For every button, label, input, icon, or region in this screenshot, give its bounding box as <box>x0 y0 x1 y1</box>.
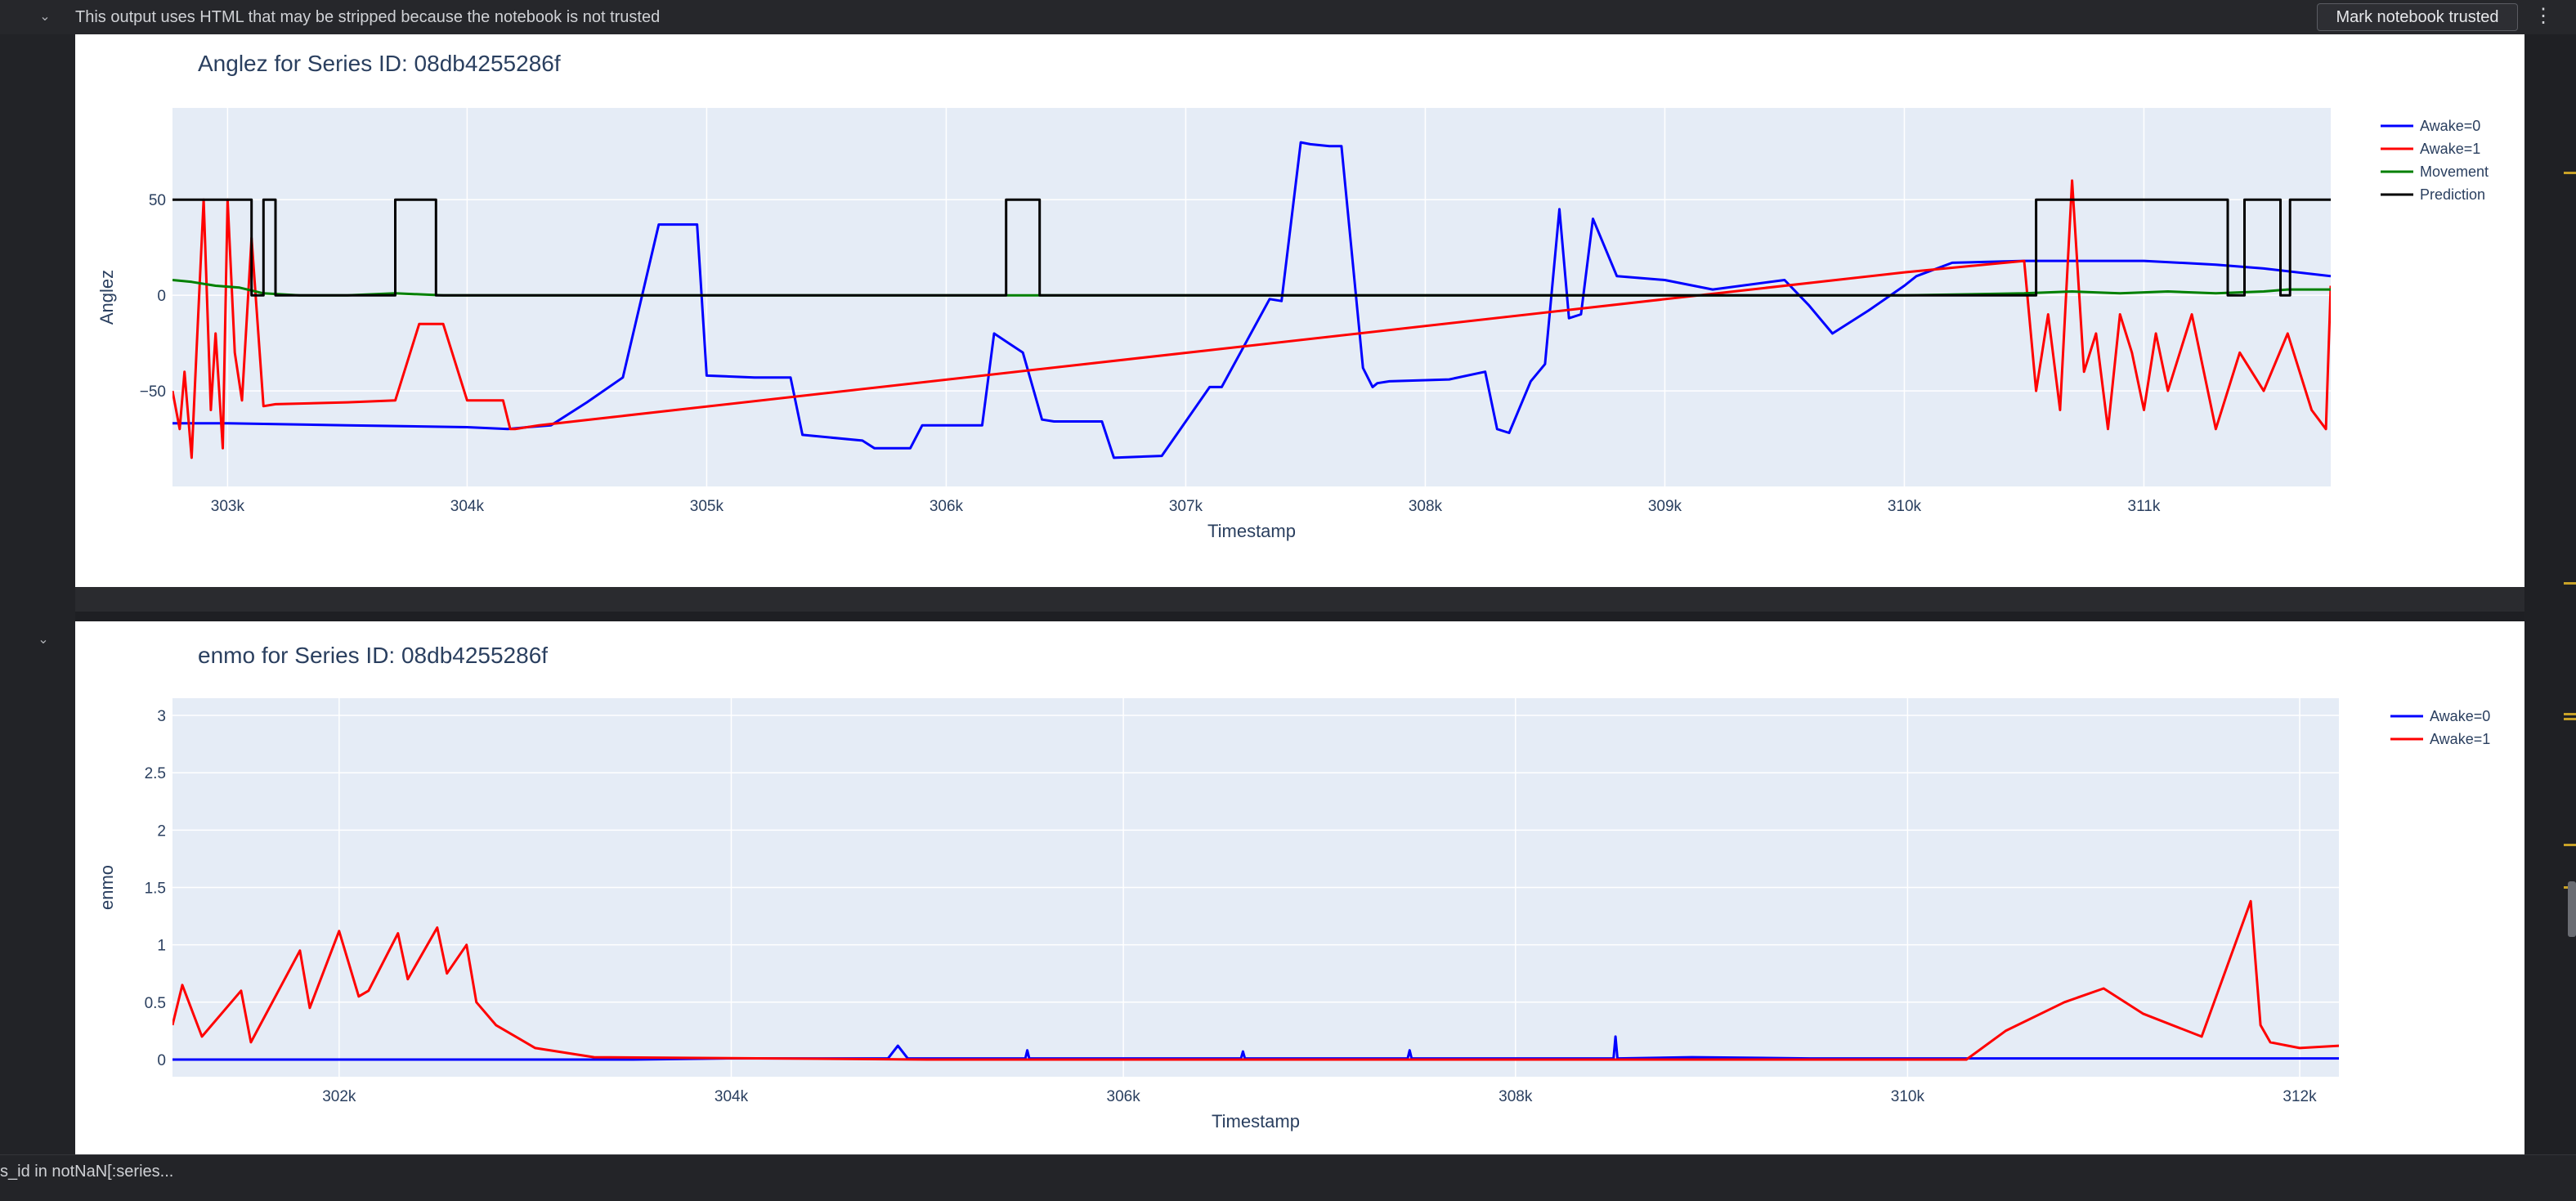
chart0-x-tick-label: 310k <box>1888 498 1922 515</box>
chart0-legend-item-awake-1[interactable]: Awake=1 <box>2381 141 2480 157</box>
chart1-legend-label: Awake=0 <box>2430 708 2490 724</box>
chart1-series-awake-1-line[interactable] <box>172 899 2339 1061</box>
chart1-y-axis-title: enmo <box>96 865 117 910</box>
chart1-x-tick-label: 312k <box>2283 1088 2317 1105</box>
chart0-series-awake-1-line[interactable] <box>172 179 2331 459</box>
chart1-x-tick-label: 302k <box>322 1088 356 1105</box>
chart0-y-tick-label: 50 <box>149 192 166 209</box>
chart0-y-tick-label: 0 <box>157 288 166 305</box>
ruler-marker <box>2564 718 2576 720</box>
enmo-chart[interactable]: 302k 304k 306k 308k 310k 312k 0 0.5 1 1.5 2 2.5 3 enm… <box>75 621 2524 1154</box>
left-gutter <box>0 0 75 1200</box>
chart0-legend-label: Prediction <box>2420 186 2485 203</box>
chart1-x-axis-title: Timestamp <box>1212 1111 1300 1132</box>
chart0-plot-area[interactable] <box>172 108 2331 486</box>
chart0-x-axis-title: Timestamp <box>1207 521 1296 541</box>
chart1-legend-label: Awake=1 <box>2430 731 2490 747</box>
chart1-series-group <box>172 899 2339 1061</box>
collapse-chevron-icon[interactable]: ⌄ <box>39 10 51 24</box>
chart0-legend-label: Awake=0 <box>2420 118 2480 134</box>
anglez-plot-panel: 303k 304k 305k 306k 307k 308k 309k 310k 311k −50 0… <box>75 34 2524 587</box>
ruler-marker <box>2564 844 2576 846</box>
trust-notice-message: This output uses HTML that may be stripp… <box>75 8 661 26</box>
ruler-marker <box>2564 582 2576 585</box>
chart0-y-axis-title: Anglez <box>96 270 117 325</box>
chart0-title: Anglez for Series ID: 08db4255286f <box>198 51 561 76</box>
status-bar: s_id in notNaN[:series... <box>0 1154 2576 1201</box>
trust-notice-bar: ⌄ This output uses HTML that may be stri… <box>0 0 2576 34</box>
chart1-x-tick-label: 310k <box>1891 1088 1925 1105</box>
ruler-marker <box>2564 172 2576 174</box>
chart0-x-tick-label: 305k <box>690 498 724 515</box>
status-text: s_id in notNaN[:series... <box>0 1163 174 1181</box>
chart0-x-tick-label: 308k <box>1409 498 1443 515</box>
scrollbar-thumb[interactable] <box>2568 881 2576 937</box>
more-actions-icon[interactable]: ⋮ <box>2533 5 2553 27</box>
overview-ruler <box>2524 34 2576 1154</box>
chart0-series-prediction-line[interactable] <box>172 198 2331 297</box>
chart0-legend-item-awake-0[interactable]: Awake=0 <box>2381 118 2480 134</box>
chart0-x-tick-label: 309k <box>1648 498 1682 515</box>
chart0-x-tick-label: 304k <box>450 498 485 515</box>
chart0-y-tick-label: −50 <box>140 383 166 401</box>
chart0-series-awake-0-line[interactable] <box>172 141 2331 459</box>
enmo-plot-panel: 302k 304k 306k 308k 310k 312k 0 0.5 1 1.5 2 2.5 3 enm… <box>75 621 2524 1154</box>
cell-collapse-chevron-icon[interactable]: ⌄ <box>38 633 49 647</box>
chart1-x-tick-label: 306k <box>1107 1088 1141 1105</box>
chart1-y-tick-label: 1 <box>157 938 166 955</box>
chart0-legend-item-movement[interactable]: Movement <box>2381 164 2489 180</box>
chart0-x-tick-label: 311k <box>2128 498 2161 515</box>
chart0-x-tick-label: 307k <box>1169 498 1203 515</box>
chart0-series-group <box>172 141 2331 459</box>
chart1-y-tick-label: 3 <box>157 708 166 725</box>
chart1-legend-item-awake-1[interactable]: Awake=1 <box>2390 731 2490 747</box>
anglez-chart[interactable]: 303k 304k 305k 306k 307k 308k 309k 310k 311k −50 0… <box>75 34 2524 587</box>
chart1-title: enmo for Series ID: 08db4255286f <box>198 643 548 668</box>
chart1-y-tick-label: 0 <box>157 1052 166 1069</box>
cell-divider <box>75 587 2524 612</box>
ruler-marker <box>2564 713 2576 715</box>
chart0-x-tick-label: 303k <box>211 498 245 515</box>
chart0-legend-item-prediction[interactable]: Prediction <box>2381 186 2485 203</box>
chart1-y-tick-label: 2.5 <box>145 765 166 782</box>
chart0-legend-label: Movement <box>2420 164 2489 180</box>
chart0-legend-label: Awake=1 <box>2420 141 2480 157</box>
chart0-x-tick-label: 306k <box>930 498 964 515</box>
chart1-y-tick-label: 1.5 <box>145 881 166 898</box>
chart1-x-tick-label: 304k <box>715 1088 749 1105</box>
chart1-series-awake-0-line[interactable] <box>172 1035 2339 1061</box>
chart1-legend-item-awake-0[interactable]: Awake=0 <box>2390 708 2490 724</box>
chart1-x-tick-label: 308k <box>1499 1088 1533 1105</box>
chart1-y-tick-label: 0.5 <box>145 995 166 1012</box>
chart1-y-tick-label: 2 <box>157 822 166 840</box>
mark-notebook-trusted-button[interactable]: Mark notebook trusted <box>2317 3 2518 31</box>
